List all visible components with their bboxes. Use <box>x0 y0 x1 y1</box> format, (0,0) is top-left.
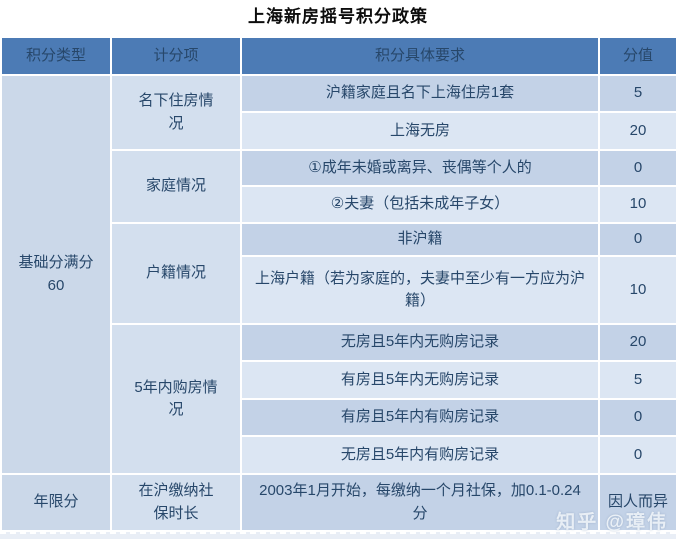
col-header-scoring-item: 计分项 <box>110 36 242 76</box>
score-value-cell: 10 <box>598 185 676 224</box>
header-row: 积分类型 计分项 积分具体要求 分值 <box>0 36 676 76</box>
score-value-cell: 0 <box>598 435 676 475</box>
requirement-cell: 无房且5年内无购房记录 <box>240 323 600 362</box>
requirement-cell: 无房且5年内有购房记录 <box>240 435 600 475</box>
col-header-score-type: 积分类型 <box>0 36 112 76</box>
col-header-score-value: 分值 <box>598 36 676 76</box>
requirement-cell: 非沪籍 <box>240 222 600 257</box>
item-cell-household-registration: 户籍情况 <box>110 222 242 325</box>
item-cell-family-status: 家庭情况 <box>110 149 242 224</box>
points-table: 积分类型 计分项 积分具体要求 分值 基础分满分60 名下住房情况 沪籍家庭且名… <box>0 36 676 532</box>
table-row: 无房且5年内有购房记录 0 <box>1 435 676 475</box>
table-row: ②夫妻（包括未成年子女） 10 <box>1 185 676 224</box>
table-row: 户籍情况 非沪籍 0 <box>1 222 676 325</box>
score-value-cell: 0 <box>598 222 676 257</box>
table-row: 家庭情况 ①成年未婚或离异、丧偶等个人的 0 <box>1 149 676 224</box>
col-header-requirement: 积分具体要求 <box>240 36 600 76</box>
table-row: 有房且5年内有购房记录 0 <box>1 398 676 437</box>
score-value-cell: 0 <box>598 398 676 437</box>
score-value-cell: 0 <box>598 149 676 187</box>
item-cell-purchase-in-5-years: 5年内购房情况 <box>110 323 242 475</box>
table-row: 年限分 在沪缴纳社保时长 2003年1月开始，每缴纳一个月社保，加0.1-0.2… <box>0 473 676 532</box>
requirement-cell: 沪籍家庭且名下上海住房1套 <box>240 74 600 113</box>
table-row: 基础分满分60 名下住房情况 沪籍家庭且名下上海住房1套 5 <box>0 74 676 475</box>
score-value-cell: 因人而异 <box>598 473 676 532</box>
requirement-cell: ②夫妻（包括未成年子女） <box>240 185 600 224</box>
item-cell-housing-under-name: 名下住房情况 <box>110 74 242 151</box>
requirement-cell: 上海户籍（若为家庭的，夫妻中至少有一方应为沪籍） <box>240 255 600 325</box>
score-value-cell: 20 <box>598 323 676 362</box>
table-row: 有房且5年内无购房记录 5 <box>1 360 676 400</box>
next-row-sliver <box>0 532 676 539</box>
score-value-cell: 5 <box>598 360 676 400</box>
requirement-cell: 2003年1月开始，每缴纳一个月社保，加0.1-0.24分 <box>240 473 600 532</box>
score-value-cell: 5 <box>598 74 676 113</box>
score-value-cell: 10 <box>598 255 676 325</box>
table-row: 5年内购房情况 无房且5年内无购房记录 20 <box>1 323 676 475</box>
requirement-cell: ①成年未婚或离异、丧偶等个人的 <box>240 149 600 187</box>
category-cell-base-score: 基础分满分60 <box>0 74 112 475</box>
requirement-cell: 有房且5年内无购房记录 <box>240 360 600 400</box>
score-value-cell: 20 <box>598 111 676 151</box>
page-title: 上海新房摇号积分政策 <box>248 7 428 26</box>
category-cell-years-score: 年限分 <box>0 473 112 532</box>
requirement-cell: 上海无房 <box>240 111 600 151</box>
item-cell-social-security-duration: 在沪缴纳社保时长 <box>110 473 242 532</box>
requirement-cell: 有房且5年内有购房记录 <box>240 398 600 437</box>
table-row: 上海户籍（若为家庭的，夫妻中至少有一方应为沪籍） 10 <box>1 255 676 325</box>
